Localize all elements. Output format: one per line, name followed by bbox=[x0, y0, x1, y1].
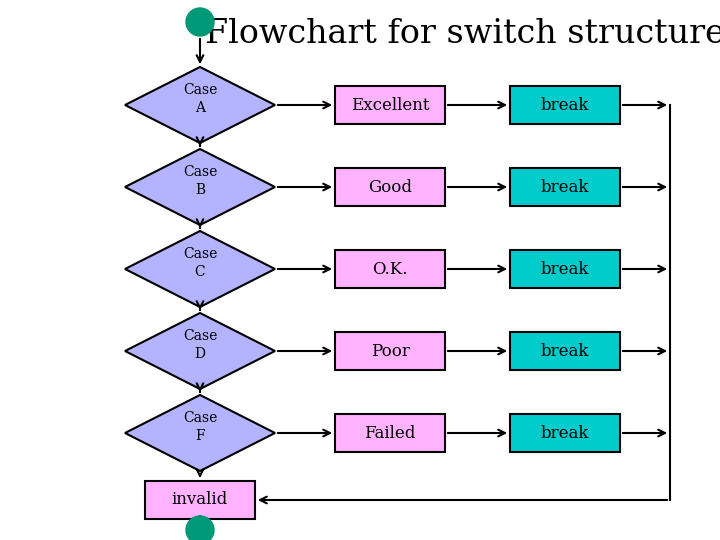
Text: Case
F: Case F bbox=[183, 411, 217, 443]
Text: Case
B: Case B bbox=[183, 165, 217, 197]
Polygon shape bbox=[125, 67, 275, 143]
Text: break: break bbox=[541, 424, 589, 442]
Text: O.K.: O.K. bbox=[372, 260, 408, 278]
Circle shape bbox=[186, 516, 214, 540]
Polygon shape bbox=[125, 149, 275, 225]
Text: Flowchart for switch structure: Flowchart for switch structure bbox=[205, 18, 720, 50]
Bar bbox=[335, 332, 445, 370]
Polygon shape bbox=[125, 313, 275, 389]
Bar bbox=[510, 86, 620, 124]
Circle shape bbox=[186, 8, 214, 36]
Bar bbox=[510, 414, 620, 452]
Text: Poor: Poor bbox=[371, 342, 410, 360]
Polygon shape bbox=[125, 231, 275, 307]
Text: break: break bbox=[541, 97, 589, 113]
Bar bbox=[510, 168, 620, 206]
Text: Good: Good bbox=[368, 179, 412, 195]
Bar bbox=[510, 332, 620, 370]
Bar bbox=[335, 168, 445, 206]
Text: break: break bbox=[541, 342, 589, 360]
Text: Excellent: Excellent bbox=[351, 97, 429, 113]
Bar bbox=[335, 86, 445, 124]
Text: Failed: Failed bbox=[364, 424, 415, 442]
Text: Case
D: Case D bbox=[183, 329, 217, 361]
Text: invalid: invalid bbox=[172, 491, 228, 509]
Text: break: break bbox=[541, 260, 589, 278]
Text: break: break bbox=[541, 179, 589, 195]
Bar bbox=[510, 250, 620, 288]
Polygon shape bbox=[125, 395, 275, 471]
Bar bbox=[335, 414, 445, 452]
Text: Case
A: Case A bbox=[183, 83, 217, 114]
Bar bbox=[145, 481, 255, 519]
Bar bbox=[335, 250, 445, 288]
Text: Case
C: Case C bbox=[183, 247, 217, 279]
